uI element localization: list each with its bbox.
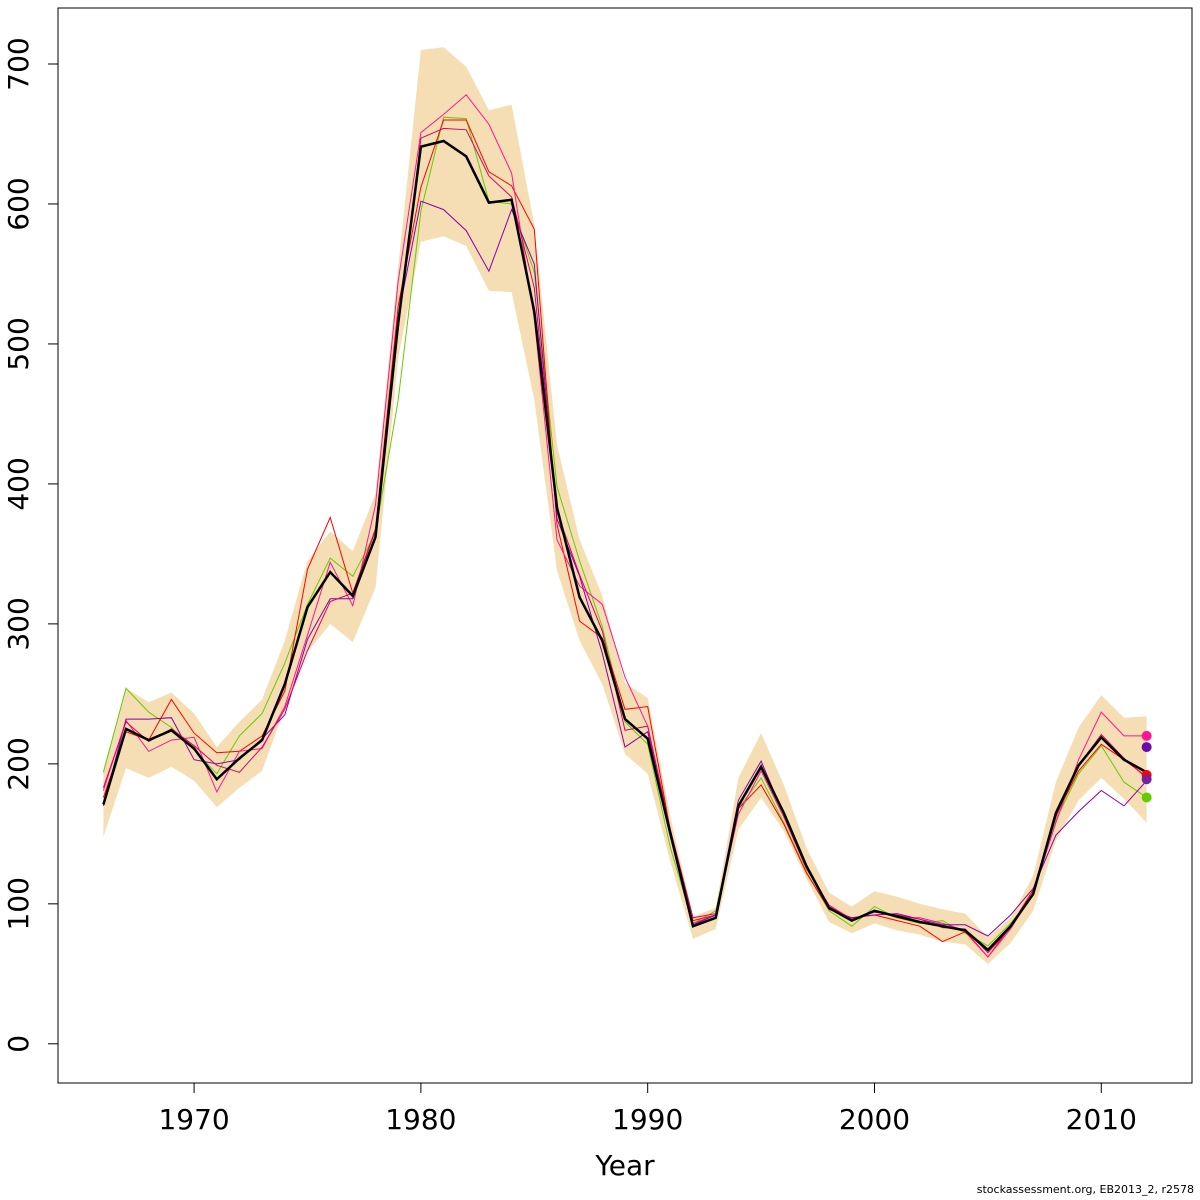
series-line-5: [102, 127, 1147, 954]
y-axis: 0 100 200 300 400 500 600 700: [2, 37, 59, 1053]
x-tick-label: 2010: [1066, 1103, 1137, 1136]
series-line-1: [102, 116, 1147, 947]
confidence-band: [103, 47, 1147, 964]
y-tick-label: 200: [2, 737, 35, 790]
y-tick-label: 600: [2, 177, 35, 230]
y-tick-label: 700: [2, 37, 35, 90]
endpoint-marker-4: [1141, 774, 1152, 785]
main-series-line: [102, 139, 1148, 952]
endpoint-markers-layer: [1141, 730, 1152, 803]
y-tick-label: 400: [2, 457, 35, 510]
confidence-band-layer: [103, 47, 1147, 964]
x-tick-label: 2000: [839, 1103, 910, 1136]
series-line-3: [102, 94, 1147, 958]
y-tick-label: 300: [2, 597, 35, 650]
main-series-layer: [102, 139, 1148, 952]
x-tick-label: 1990: [612, 1103, 683, 1136]
series-line-2: [102, 119, 1147, 958]
x-axis: 1970 1980 1990 2000 2010: [158, 1082, 1137, 1136]
series-layer: [102, 94, 1147, 958]
y-tick-label: 0: [2, 1035, 35, 1053]
series-line-4: [102, 200, 1147, 937]
x-axis-label: Year: [594, 1149, 655, 1182]
x-tick-label: 1970: [158, 1103, 229, 1136]
x-tick-label: 1980: [385, 1103, 456, 1136]
y-tick-label: 500: [2, 317, 35, 370]
footer-credit: stockassessment.org, EB2013_2, r2578: [976, 1183, 1194, 1196]
endpoint-marker-1: [1141, 730, 1152, 741]
y-tick-label: 100: [2, 877, 35, 930]
endpoint-marker-2: [1141, 742, 1152, 753]
endpoint-marker-5: [1141, 792, 1152, 803]
